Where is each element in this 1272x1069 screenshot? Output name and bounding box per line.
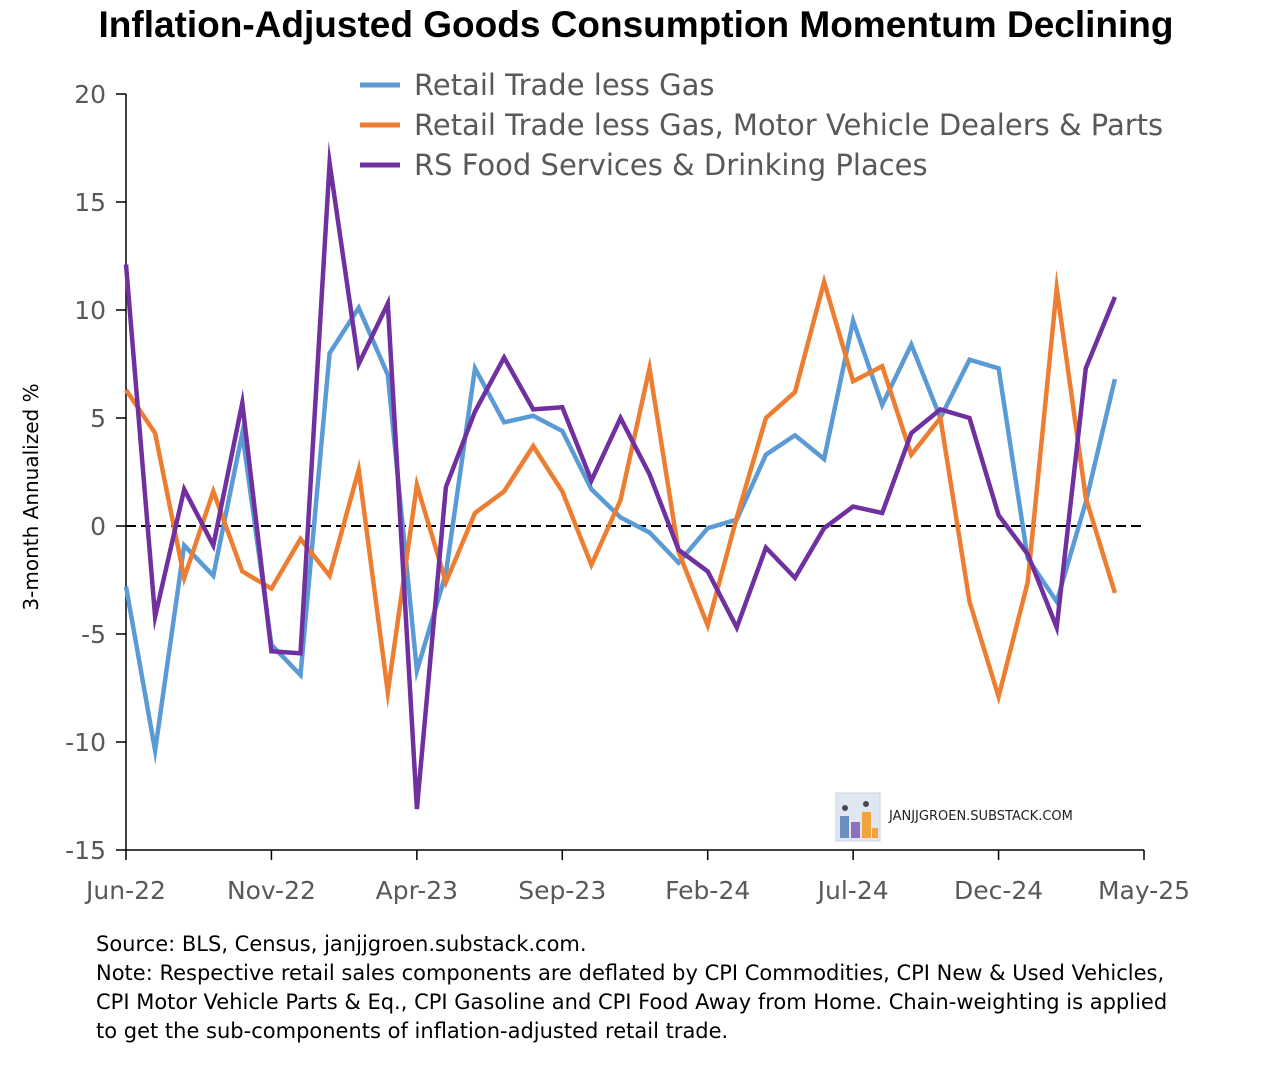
x-ticks: Jun-22 Nov-22 Apr-23 Sep-23 Feb-24 Jul-24 Dec-… xyxy=(84,850,1190,905)
series-lines xyxy=(123,140,1118,810)
y-tick-label: 20 xyxy=(74,80,106,109)
series-line-1 xyxy=(123,303,1118,765)
y-tick-label: 0 xyxy=(90,512,106,541)
y-ticks: 20 15 10 5 0 -5 -10 -15 xyxy=(65,80,126,865)
notes: Source: BLS, Census, janjjgroen.substack… xyxy=(96,930,1266,1046)
chart-title: Inflation-Adjusted Goods Consumption Mom… xyxy=(98,4,1174,45)
note-line-2: CPI Motor Vehicle Parts & Eq., CPI Gasol… xyxy=(96,990,1168,1014)
watermark: JANJJGROEN.SUBSTACK.COM xyxy=(835,792,1073,842)
series-line-3 xyxy=(123,140,1117,810)
series-line-2 xyxy=(124,269,1118,710)
y-tick-label: 5 xyxy=(90,404,106,433)
note-line-1: Note: Respective retail sales components… xyxy=(96,961,1165,985)
y-tick-label: 15 xyxy=(74,188,106,217)
note-line-3: to get the sub-components of inflation-a… xyxy=(96,1019,729,1043)
x-tick-label: Nov-22 xyxy=(227,876,316,905)
x-tick-label: Sep-23 xyxy=(518,876,606,905)
x-tick-label: Jun-22 xyxy=(84,876,166,905)
y-tick-label: -15 xyxy=(65,836,106,865)
legend-label-2: Retail Trade less Gas, Motor Vehicle Dea… xyxy=(414,108,1163,142)
y-tick-label: -5 xyxy=(81,620,106,649)
macro-market-notes-logo xyxy=(835,792,881,842)
axes: 20 15 10 5 0 -5 -10 -15 Jun-22 Nov-22 Apr-23 Sep-2… xyxy=(65,80,1190,905)
x-tick-label: Apr-23 xyxy=(376,876,458,905)
x-tick-label: May-25 xyxy=(1098,876,1190,905)
y-tick-label: -10 xyxy=(65,728,106,757)
legend-label-3: RS Food Services & Drinking Places xyxy=(414,148,928,182)
watermark-site: JANJJGROEN.SUBSTACK.COM xyxy=(888,809,1073,824)
legend: Retail Trade less Gas Retail Trade less G… xyxy=(360,68,1163,182)
x-tick-label: Jul-24 xyxy=(816,876,889,905)
x-tick-label: Dec-24 xyxy=(954,876,1043,905)
y-axis-title: 3-month Annualized % xyxy=(19,383,43,610)
x-tick-label: Feb-24 xyxy=(665,876,750,905)
y-tick-label: 10 xyxy=(74,296,106,325)
chart-area: 20 15 10 5 0 -5 -10 -15 Jun-22 Nov-22 Apr-23 Sep-2… xyxy=(19,68,1190,905)
legend-label-1: Retail Trade less Gas xyxy=(414,68,714,102)
source-line: Source: BLS, Census, janjjgroen.substack… xyxy=(96,932,587,956)
